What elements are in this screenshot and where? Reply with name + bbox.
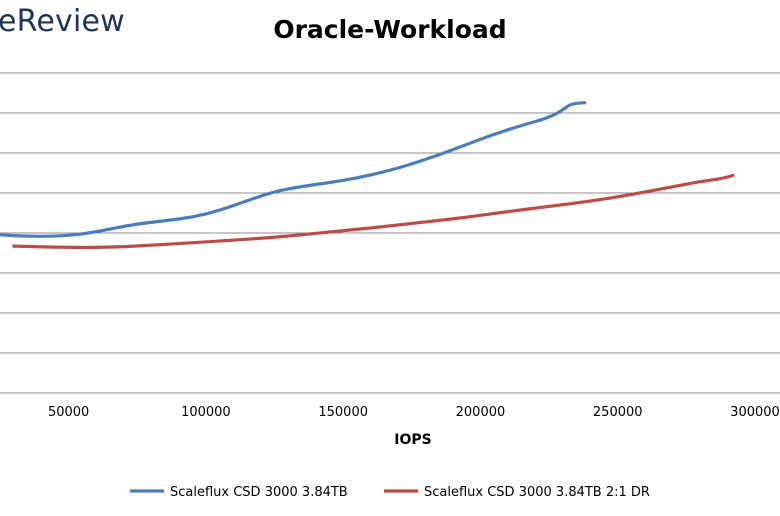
x-tick-labels: 50000 100000 150000 200000 250000 300000 (48, 405, 780, 420)
watermark-logo-text: eReview (0, 4, 125, 39)
chart-title: Oracle-Workload (0, 15, 780, 44)
x-tick-label: 150000 (318, 405, 368, 420)
x-tick-label: 300000 (730, 405, 780, 420)
legend: Scaleflux CSD 3000 3.84TB Scaleflux CSD 3… (130, 485, 650, 500)
chart-title-text: Oracle-Workload (273, 15, 507, 44)
gridlines (0, 72, 780, 394)
series-lines (0, 101, 735, 250)
x-tick-label: 250000 (593, 405, 643, 420)
x-tick-label: 50000 (48, 405, 89, 420)
legend-entry: Scaleflux CSD 3000 3.84TB 2:1 DR (424, 485, 650, 500)
x-axis-label: IOPS (394, 432, 431, 448)
series-line-1 (0, 101, 587, 238)
x-tick-label: 200000 (456, 405, 506, 420)
legend-entry: Scaleflux CSD 3000 3.84TB (170, 485, 348, 500)
series-line-2 (12, 173, 735, 250)
x-tick-label: 100000 (181, 405, 231, 420)
